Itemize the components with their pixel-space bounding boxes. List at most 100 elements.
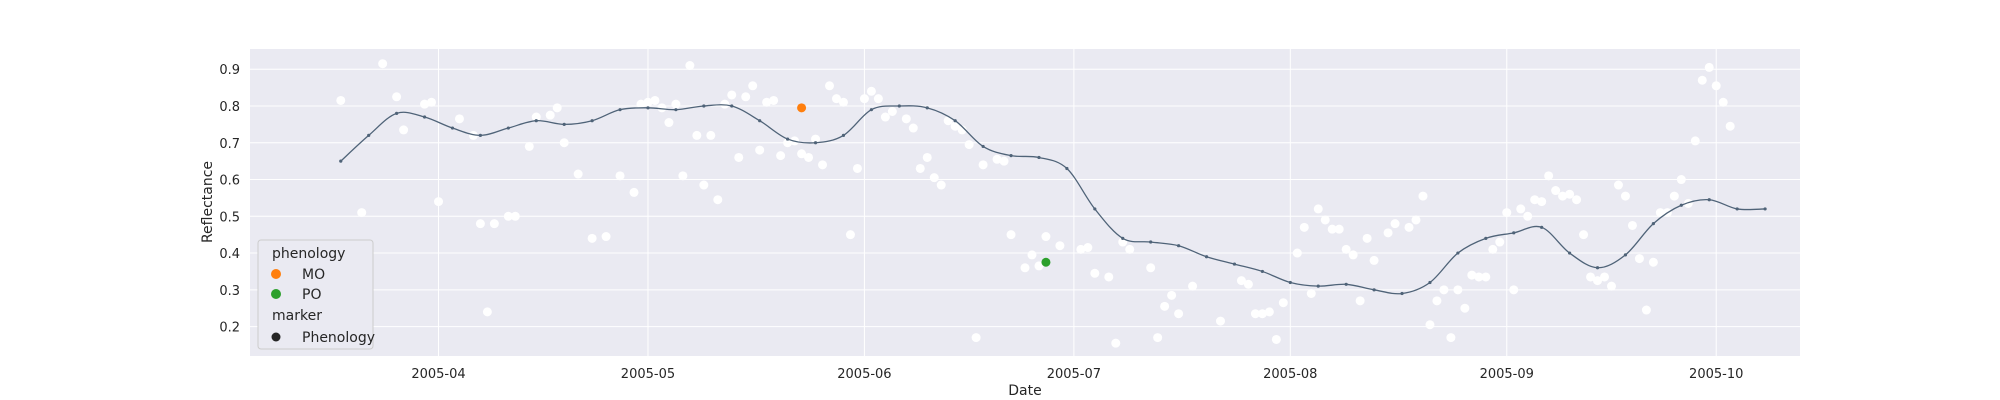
smoothed-point bbox=[702, 104, 706, 108]
smoothed-point bbox=[1232, 262, 1237, 266]
observation-point bbox=[1271, 334, 1281, 344]
legend-phenology-marker bbox=[271, 332, 281, 342]
observation-point bbox=[434, 197, 444, 207]
observation-point bbox=[1572, 195, 1582, 205]
observation-point bbox=[1439, 285, 1449, 295]
smoothed-point bbox=[618, 108, 622, 112]
observation-point bbox=[1530, 195, 1540, 205]
observation-point bbox=[503, 211, 513, 221]
smoothed-point bbox=[1260, 269, 1264, 274]
y-axis-label: Reflectance bbox=[200, 161, 216, 243]
smoothed-point bbox=[981, 144, 985, 149]
observation-point bbox=[964, 140, 974, 150]
observation-point bbox=[943, 116, 953, 126]
observation-point bbox=[1153, 333, 1163, 343]
observation-point bbox=[510, 211, 520, 221]
observation-point bbox=[1083, 243, 1093, 253]
observation-point bbox=[831, 94, 841, 104]
observation-point bbox=[1606, 281, 1616, 291]
smoothed-point bbox=[758, 119, 762, 123]
smoothed-point bbox=[1149, 240, 1153, 244]
observation-point bbox=[545, 110, 555, 120]
observation-point bbox=[1020, 263, 1030, 273]
observation-point bbox=[1600, 272, 1610, 282]
observation-point bbox=[1697, 75, 1707, 85]
x-tick-label: 2005-10 bbox=[1689, 367, 1743, 382]
observation-point bbox=[1648, 257, 1658, 267]
observation-point bbox=[1160, 301, 1170, 311]
observation-point bbox=[1250, 309, 1260, 319]
observation-point bbox=[727, 90, 737, 100]
phenology-point-po bbox=[1041, 257, 1051, 267]
observation-point bbox=[873, 94, 883, 104]
observation-point bbox=[1369, 255, 1379, 265]
phenology-points bbox=[797, 103, 1051, 267]
observation-point bbox=[1509, 285, 1519, 295]
smoothed-point bbox=[953, 119, 957, 123]
observation-point bbox=[378, 59, 388, 69]
smoothed-point bbox=[813, 141, 818, 145]
observation-point bbox=[1076, 244, 1086, 254]
smoothed-point bbox=[367, 133, 371, 138]
observation-point bbox=[1292, 248, 1302, 258]
observation-point bbox=[1362, 233, 1372, 243]
observation-point bbox=[1586, 272, 1596, 282]
smoothed-point bbox=[1344, 282, 1348, 286]
smoothed-point bbox=[339, 159, 343, 163]
observation-point bbox=[392, 92, 402, 102]
observation-point bbox=[1537, 197, 1547, 207]
observation-point bbox=[1718, 97, 1728, 107]
observation-point bbox=[1236, 276, 1246, 286]
observation-point bbox=[769, 95, 779, 105]
smoothed-point bbox=[1512, 231, 1516, 235]
smoothed-point bbox=[1009, 154, 1013, 158]
observation-point bbox=[741, 92, 751, 102]
y-tick-label: 0.2 bbox=[219, 321, 240, 336]
observation-point bbox=[636, 99, 646, 109]
observation-point bbox=[1188, 281, 1198, 291]
observation-point bbox=[1690, 136, 1700, 146]
y-axis-ticks: 0.2 0.3 0.4 0.5 0.6 0.7 0.8 0.9 bbox=[219, 63, 240, 335]
observation-point bbox=[1041, 232, 1051, 242]
observation-point bbox=[734, 152, 744, 162]
observation-point bbox=[755, 145, 765, 155]
legend-title-marker: marker bbox=[272, 308, 322, 324]
observation-point bbox=[1418, 191, 1428, 201]
smoothed-point bbox=[1707, 198, 1711, 202]
observation-point bbox=[1432, 296, 1442, 306]
legend: phenology MO PO marker Phenology bbox=[257, 239, 375, 350]
observation-point bbox=[685, 61, 695, 71]
observation-point bbox=[1634, 254, 1644, 264]
smoothed-point bbox=[450, 126, 455, 130]
observation-point bbox=[1425, 320, 1435, 330]
observation-point bbox=[936, 180, 946, 190]
observation-point bbox=[748, 81, 758, 91]
observation-point bbox=[1306, 288, 1316, 298]
x-tick-label: 2005-06 bbox=[837, 367, 891, 382]
observation-point bbox=[762, 97, 772, 107]
observation-point bbox=[1174, 309, 1184, 319]
y-tick-label: 0.4 bbox=[219, 247, 240, 262]
observation-point bbox=[1278, 298, 1288, 308]
observation-point bbox=[908, 123, 918, 133]
smoothed-series bbox=[339, 104, 1767, 296]
observation-point bbox=[1390, 219, 1400, 229]
smoothed-point bbox=[1288, 280, 1292, 285]
observation-point bbox=[971, 333, 981, 343]
observation-point bbox=[1055, 241, 1065, 251]
observation-point bbox=[859, 94, 869, 104]
observation-point bbox=[1327, 224, 1337, 234]
smoothed-point bbox=[786, 137, 790, 141]
observation-point bbox=[1446, 333, 1456, 343]
observation-point bbox=[1146, 263, 1156, 273]
observation-point bbox=[1481, 272, 1491, 282]
observation-point bbox=[671, 99, 681, 109]
observation-point bbox=[468, 130, 478, 140]
observation-point bbox=[1725, 121, 1735, 131]
legend-title-phenology: phenology bbox=[272, 246, 345, 262]
observation-point bbox=[1676, 175, 1686, 185]
observation-point bbox=[1460, 303, 1470, 313]
observation-point bbox=[804, 152, 814, 162]
observation-point bbox=[838, 97, 848, 107]
